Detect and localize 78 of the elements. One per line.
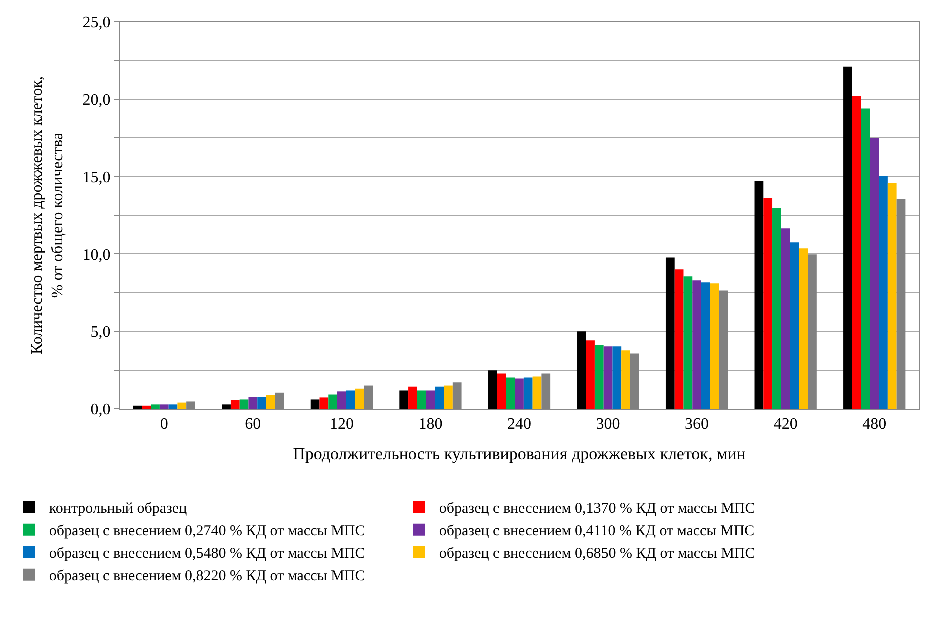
bar [310,400,320,409]
bar [772,208,782,409]
legend-label: образец с внесением 0,2740 % КД от массы МПС [49,524,366,540]
x-tick-label: 180 [418,416,443,434]
y-tick-label: 10,0 [82,246,111,264]
x-tick-label: 120 [330,416,354,434]
x-tick-label: 420 [774,416,798,434]
bar [417,390,426,409]
bar [674,270,684,409]
bar [604,346,613,409]
legend-label: образец с внесением 0,6850 % КД от массы МПС [439,546,756,562]
bar [400,390,409,409]
bar [790,242,800,409]
x-tick-label: 300 [596,416,620,434]
bar [328,394,338,409]
bar [515,378,524,409]
bar [781,228,790,409]
legend-label: контрольный образец [49,501,188,518]
bar [488,370,498,409]
bar [666,258,675,409]
bar [346,390,356,409]
bar [497,374,506,409]
bar [532,376,542,409]
bar [355,388,364,409]
bar [879,176,888,409]
bar [258,397,266,409]
bar [266,395,276,409]
bar [577,332,586,409]
x-axis-title: Продолжительность культивирования дрожжевых клеток, мин [293,444,746,464]
x-tick-label: 60 [245,416,262,434]
bar [710,284,720,409]
bar [506,378,516,409]
bar [861,108,870,409]
bar [754,181,764,409]
bar [240,400,249,409]
bar [230,400,240,409]
bar [151,404,160,409]
bar [586,340,595,409]
bar [692,280,702,409]
bar [248,397,258,409]
x-tick-label: 240 [508,416,532,434]
bar [222,404,231,409]
bar [426,390,436,409]
bar [612,346,622,409]
y-tick-label: 0,0 [90,402,111,419]
bar [408,386,418,409]
bar [178,402,187,409]
bar [133,406,142,409]
legend-label: образец с внесением 0,4110 % КД от массы МПС [439,524,755,540]
bar [844,66,852,409]
bar [168,404,178,409]
y-tick-label: 5,0 [90,324,111,342]
bar [870,138,880,409]
legend-label: образец с внесением 0,5480 % КД от массы МПС [49,546,366,562]
y-tick-label: 20,0 [82,92,111,109]
y-tick-label: 25,0 [82,14,111,32]
bar [524,378,533,409]
bar [888,182,897,409]
legend-label: образец с внесением 0,1370 % КД от массы МПС [439,501,756,518]
legend-label: образец с внесением 0,8220 % КД от массы МПС [49,568,366,585]
bar [622,350,630,409]
bar [684,276,693,409]
x-tick-label: 480 [862,416,887,434]
bar [160,404,169,409]
bar [320,398,329,409]
y-axis-title: Количество мертвых дрожжевых клеток, % от общего количества [28,76,67,355]
bar [799,248,808,409]
bar [435,386,444,409]
y-tick-label: 15,0 [82,169,111,186]
bar [444,386,453,409]
bar [701,282,710,409]
bar [338,392,346,409]
x-tick-label: 360 [685,416,710,434]
bar [594,346,604,409]
bar [142,406,152,409]
x-tick-label: 0 [160,416,168,434]
bar [852,96,862,409]
bar [764,198,773,409]
